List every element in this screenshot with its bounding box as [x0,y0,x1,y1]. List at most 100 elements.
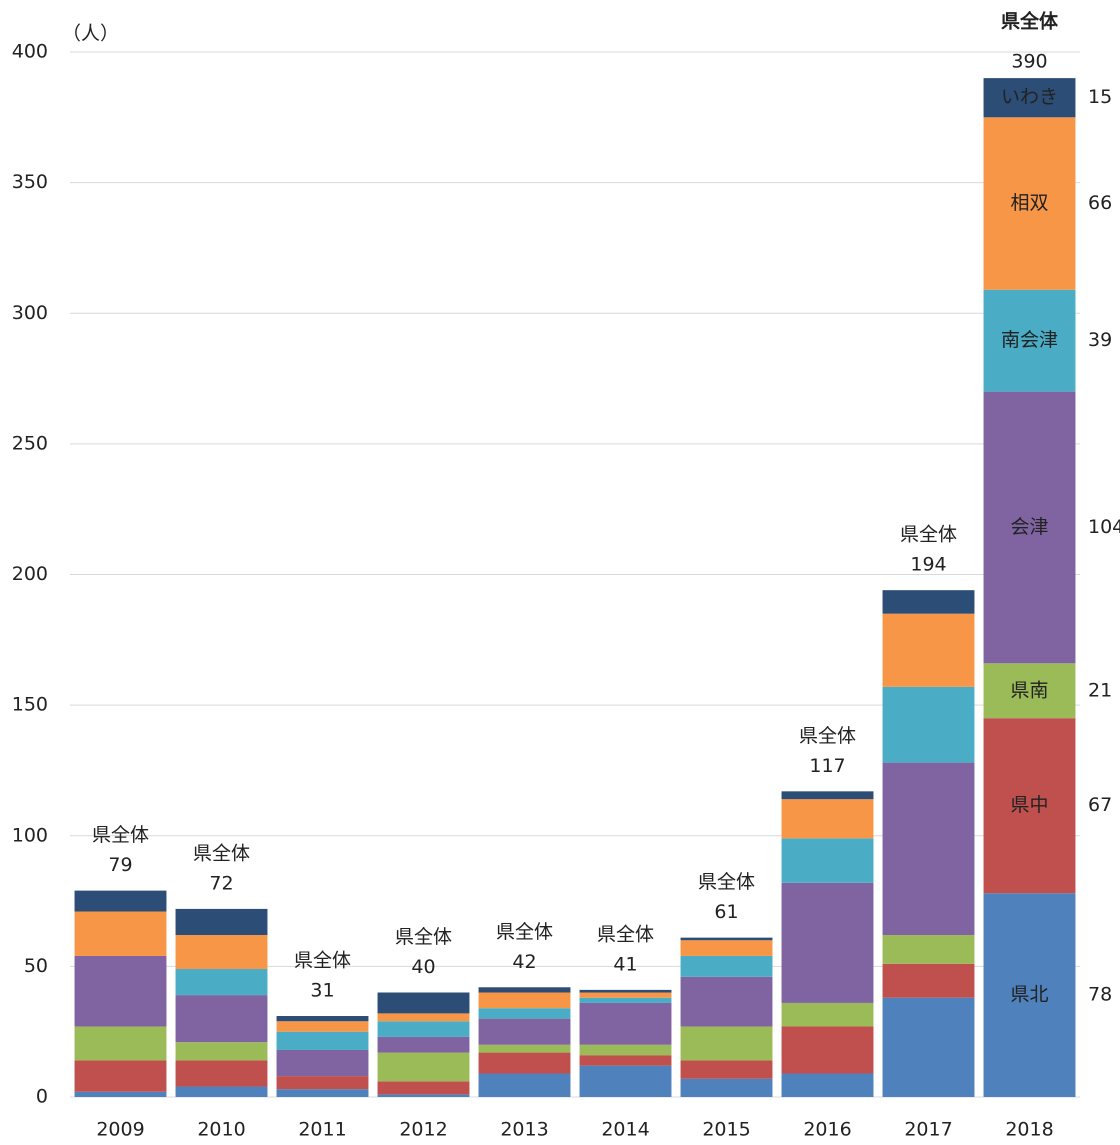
bar-segment [377,992,470,1014]
total-label: 390 [1011,51,1047,73]
bar-segment [175,1086,268,1097]
x-tick-label: 2011 [298,1119,346,1141]
total-label: 79 [108,854,132,876]
segment-value-label: 78 [1088,984,1112,1006]
segment-value-label: 66 [1088,192,1112,214]
segment-value-label: 21 [1088,679,1112,701]
bar-segment [983,117,1076,290]
bar-segment [276,1031,369,1050]
bar-segment [680,955,773,977]
bar-segment [175,995,268,1043]
bar-segment [882,590,975,614]
total-title: 県全体 [294,950,351,972]
bar-segment [579,1044,672,1056]
bar-segment [680,940,773,956]
bar-segment [579,1055,672,1066]
total-label: 31 [310,980,334,1002]
y-unit: （人） [62,23,119,45]
bar-segment [983,663,1076,719]
total-title: 県全体 [395,926,452,948]
bar-segment [74,1060,167,1092]
y-tick-label: 250 [12,432,48,454]
bar-segment [175,935,268,969]
segment-label: 県南 [1010,679,1048,701]
total-title: 県全体 [496,921,553,943]
bar-segment [74,890,167,912]
bar-segment [983,893,1076,1097]
bar-segment [781,882,874,1003]
total-title: 県全体 [698,871,755,893]
y-tick-label: 150 [12,694,48,716]
y-tick-label: 0 [36,1086,48,1108]
total-title: 県全体 [92,824,149,846]
y-tick-label: 350 [12,171,48,193]
segment-label: いわき [1001,86,1058,108]
y-tick-label: 200 [12,563,48,585]
segment-label: 南会津 [1001,329,1058,351]
bar-segment [478,1044,571,1053]
bar-segment [276,1021,369,1032]
bar-segment [175,908,268,936]
bar-segment [781,799,874,839]
bar-segment [175,1060,268,1087]
bar-segment [983,289,1076,392]
x-tick-label: 2012 [399,1119,447,1141]
bar-segment [478,1018,571,1045]
segment-label: 県中 [1010,794,1048,816]
total-title: 県全体 [900,524,957,546]
bar-segment [680,937,773,941]
bar-segment [579,1002,672,1045]
bar-segment [579,997,672,1003]
bar-segment [983,78,1076,118]
segment-value-label: 15 [1088,86,1112,108]
bar-segment [579,992,672,998]
bar-segment [377,1036,470,1053]
bar-segment [579,989,672,993]
bar-segment [983,718,1076,894]
bar-segment [377,1021,470,1037]
bar-segment [377,1081,470,1095]
segment-value-label: 104 [1088,516,1120,538]
segment-label: 県北 [1010,984,1048,1006]
bar-segment [478,1073,571,1097]
total-title: 県全体 [1001,10,1059,33]
bar-segment [882,963,975,998]
bar-segment [276,1049,369,1077]
x-tick-label: 2017 [904,1119,952,1141]
bar-segment [377,1052,470,1082]
bar-segment [377,1094,470,1097]
bar-segment [74,1091,167,1097]
segment-value-label: 67 [1088,794,1112,816]
bar-segment [882,997,975,1097]
x-tick-label: 2009 [96,1119,144,1141]
x-tick-label: 2010 [197,1119,245,1141]
total-label: 41 [613,953,637,975]
bar-segment [882,935,975,964]
x-tick-label: 2014 [601,1119,649,1141]
bar-segment [478,987,571,993]
bar-segment [74,911,167,956]
total-label: 194 [910,554,946,576]
x-tick-label: 2013 [500,1119,548,1141]
bar-segment [781,1002,874,1027]
bar-segment [983,391,1076,664]
total-label: 40 [411,956,435,978]
total-title: 県全体 [193,842,250,864]
bar-segment [781,791,874,800]
bar-segment [276,1089,369,1097]
bar-segment [276,1016,369,1022]
total-title: 県全体 [799,725,856,747]
x-tick-label: 2016 [803,1119,851,1141]
bar-segment [377,1013,470,1022]
segment-value-label: 39 [1088,329,1112,351]
bar-segment [175,968,268,996]
bar-segment [680,1026,773,1061]
bar-segment [882,762,975,936]
total-label: 42 [512,951,536,973]
total-label: 72 [209,872,233,894]
bar-segment [478,1052,571,1074]
total-title: 県全体 [597,923,654,945]
total-label: 61 [714,901,738,923]
bar-segment [781,1073,874,1097]
y-tick-label: 400 [12,41,48,63]
